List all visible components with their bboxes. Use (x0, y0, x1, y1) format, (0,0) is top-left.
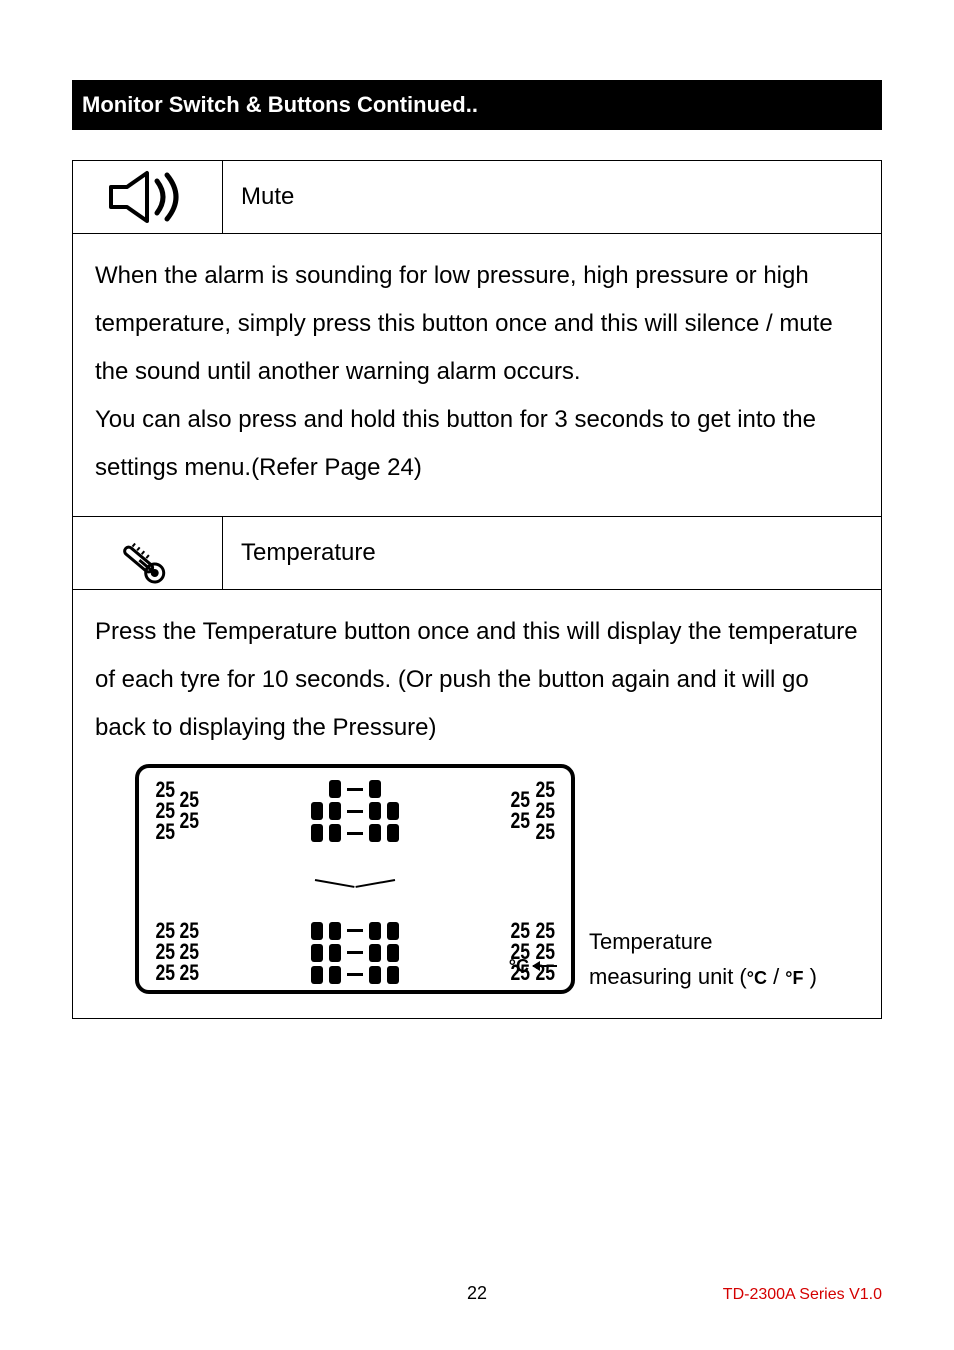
axle-visual (202, 922, 508, 984)
temp-icon-cell (73, 517, 223, 589)
value-col: 252525 (177, 921, 201, 984)
temp-value: 25 (180, 963, 200, 984)
temp-label: Temperature (223, 517, 881, 589)
temp-header-row: Temperature (73, 517, 881, 590)
tyre-icon (387, 922, 399, 940)
unit-c: °C (747, 968, 767, 988)
temp-body-text: Press the Temperature button once and th… (95, 608, 859, 752)
tyre-icon (329, 802, 341, 820)
arrow-icon (533, 965, 557, 967)
tyre-icon (369, 780, 381, 798)
tyre-icon (387, 944, 399, 962)
axle-visual (202, 780, 508, 842)
value-col: 252525 (153, 921, 177, 984)
truck-section: 25252525252525252525 (153, 780, 557, 843)
temp-value: 25 (535, 822, 555, 843)
axle-bar (347, 788, 363, 791)
mute-icon (103, 169, 193, 225)
tyre-icon (311, 824, 323, 842)
trailer-section: 252525252525252525252525 (153, 921, 557, 984)
tyre-icon (329, 780, 341, 798)
axle-row (311, 824, 399, 842)
tyre-icon (369, 802, 381, 820)
tyre-icon (369, 824, 381, 842)
tyre-icon (311, 802, 323, 820)
axle-row (311, 944, 399, 962)
unit-caption: Temperature measuring unit (°C / °F ) (589, 924, 817, 994)
axle-row (311, 802, 399, 820)
tow-link-icon (325, 879, 385, 885)
unit-caption-line1: Temperature (589, 924, 817, 959)
axle-bar (347, 832, 363, 835)
tyre-icon (311, 966, 323, 984)
tyre-icon (311, 944, 323, 962)
value-col: 2525 (177, 790, 201, 832)
tyre-icon (387, 802, 399, 820)
doc-version: TD-2300A Series V1.0 (723, 1286, 882, 1304)
section-header: Monitor Switch & Buttons Continued.. (72, 80, 882, 130)
mute-body: When the alarm is sounding for low press… (73, 234, 881, 517)
temp-value: 25 (155, 963, 175, 984)
tyre-icon (329, 824, 341, 842)
content-panel: Mute When the alarm is sounding for low … (72, 160, 882, 1019)
axle-row (311, 966, 399, 984)
axle-bar (347, 973, 363, 976)
tyre-icon (329, 944, 341, 962)
axle-row (311, 922, 399, 940)
unit-f: °F (785, 968, 803, 988)
temp-value: 25 (180, 811, 200, 832)
unit-slash: / (767, 964, 785, 989)
tyre-icon (311, 922, 323, 940)
axle-bar (347, 810, 363, 813)
display-box: 2525252525252525252525252525252525252525… (135, 764, 575, 994)
axle-bar (347, 929, 363, 932)
value-col: 252525 (533, 780, 557, 843)
value-col: 2525 (508, 790, 532, 832)
tyre-icon (369, 922, 381, 940)
axle-row (329, 780, 381, 798)
temp-value: 25 (510, 811, 530, 832)
tyre-icon (329, 922, 341, 940)
unit-caption-prefix: measuring unit ( (589, 964, 747, 989)
tyre-icon (369, 944, 381, 962)
tyre-icon (329, 966, 341, 984)
mute-label: Mute (223, 161, 881, 233)
tyre-icon (387, 824, 399, 842)
mute-header-row: Mute (73, 161, 881, 234)
tyre-icon (369, 966, 381, 984)
unit-shown: °C (509, 948, 529, 984)
axle-bar (347, 951, 363, 954)
temp-value: 25 (155, 822, 175, 843)
tyre-icon (387, 966, 399, 984)
temp-body-wrap: Press the Temperature button once and th… (73, 590, 881, 1018)
value-col: 252525 (153, 780, 177, 843)
unit-caption-suffix: ) (804, 964, 817, 989)
display-wrap: 2525252525252525252525252525252525252525… (95, 764, 859, 994)
mute-icon-cell (73, 161, 223, 233)
unit-indicator: °C (509, 948, 557, 984)
unit-caption-line2: measuring unit (°C / °F ) (589, 959, 817, 994)
thermometer-icon (103, 525, 193, 581)
